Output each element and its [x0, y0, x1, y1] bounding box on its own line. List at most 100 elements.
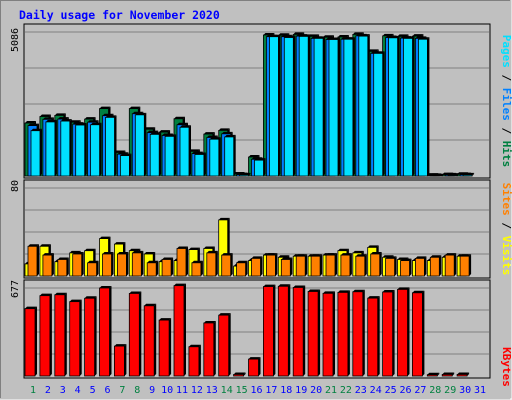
- bar-sites-day-2: [42, 253, 54, 277]
- bar-sites-day-7: [117, 252, 129, 277]
- day-label-9: 9: [149, 385, 155, 396]
- day-label-19: 19: [295, 385, 307, 396]
- bar-kbytes-day-4: [69, 299, 82, 377]
- day-label-20: 20: [310, 385, 322, 396]
- x-axis-day-labels: 1 2 3 4 5 6 7 8 9 10 11 12 13 14 15 16 17 18 19 20 21 22 23 24 2…: [30, 385, 486, 396]
- legend-files: Files: [500, 88, 512, 121]
- day-label-23: 23: [355, 385, 367, 396]
- bar-kbytes-day-10: [158, 318, 172, 377]
- day-label-17: 17: [265, 385, 277, 396]
- bar-pages-day-17: [268, 34, 281, 177]
- day-label-15: 15: [236, 385, 248, 396]
- visits-panel-max-label: 80: [10, 180, 21, 192]
- day-label-18: 18: [280, 385, 292, 396]
- kbytes-panel: 677 KBytes: [10, 279, 512, 387]
- bar-pages-day-12: [194, 152, 206, 177]
- bar-kbytes-day-13: [203, 320, 216, 377]
- day-label-1: 1: [30, 385, 36, 396]
- bar-kbytes-day-30: [456, 372, 470, 377]
- bar-sites-day-19: [295, 254, 308, 277]
- bar-kbytes-day-11: [173, 283, 186, 377]
- visits-panel-legend: Sites / Visits: [500, 183, 512, 276]
- bar-pages-day-30: [462, 172, 475, 177]
- bar-sites-day-29: [444, 253, 457, 277]
- day-label-12: 12: [191, 385, 203, 396]
- bar-kbytes-day-29: [441, 372, 455, 377]
- bar-pages-day-26: [403, 36, 415, 177]
- hits-panel-max-label: 5086: [10, 28, 21, 52]
- bar-sites-day-21: [325, 253, 337, 277]
- kbytes-panel-legend: KBytes: [500, 347, 512, 387]
- visits-panel: 80 Sites / Visits: [10, 179, 512, 279]
- bar-sites-day-24: [370, 252, 382, 277]
- bar-kbytes-day-5: [84, 296, 97, 377]
- bar-pages-day-21: [328, 37, 340, 177]
- day-label-27: 27: [414, 385, 426, 396]
- day-label-3: 3: [60, 385, 66, 396]
- bar-kbytes-day-3: [54, 292, 67, 377]
- bar-pages-day-13: [209, 137, 221, 177]
- bar-sites-day-22: [340, 253, 352, 277]
- bar-kbytes-day-23: [352, 289, 365, 377]
- bar-pages-day-4: [75, 123, 87, 177]
- bar-sites-day-15: [236, 260, 248, 277]
- bar-kbytes-day-25: [382, 290, 395, 377]
- bar-pages-day-29: [447, 173, 460, 177]
- bar-kbytes-day-18: [277, 284, 291, 377]
- day-label-26: 26: [399, 385, 411, 396]
- day-label-31: 31: [474, 385, 486, 396]
- bar-sites-day-16: [251, 256, 263, 277]
- bar-sites-day-14: [221, 253, 233, 277]
- bar-sites-day-10: [161, 257, 174, 277]
- day-label-16: 16: [250, 385, 262, 396]
- bar-pages-day-28: [432, 173, 445, 177]
- bar-pages-day-20: [313, 36, 326, 177]
- bar-kbytes-day-6: [99, 286, 112, 377]
- bar-pages-day-8: [134, 112, 147, 177]
- day-label-14: 14: [221, 385, 233, 396]
- day-label-8: 8: [134, 385, 140, 396]
- day-label-11: 11: [176, 385, 188, 396]
- bar-kbytes-day-12: [188, 344, 201, 377]
- bar-sites-day-18: [280, 257, 293, 277]
- bar-sites-day-13: [206, 250, 218, 277]
- bar-pages-day-18: [283, 35, 296, 177]
- legend-pages: Pages: [500, 35, 512, 68]
- bar-pages-day-10: [164, 134, 177, 177]
- chart-title: Daily usage for November 2020: [19, 8, 220, 22]
- bar-pages-day-25: [388, 35, 400, 177]
- day-label-24: 24: [370, 385, 382, 396]
- bar-pages-day-14: [224, 134, 236, 177]
- hits-panel-legend: Pages / Files / Hits: [500, 35, 512, 168]
- bar-sites-day-3: [57, 257, 69, 277]
- bar-sites-day-8: [131, 250, 144, 277]
- bar-sites-day-26: [400, 258, 412, 277]
- day-label-2: 2: [45, 385, 51, 396]
- bar-kbytes-day-9: [143, 303, 157, 377]
- bar-kbytes-day-22: [337, 290, 350, 377]
- day-label-28: 28: [429, 385, 441, 396]
- bar-sites-day-5: [87, 260, 99, 277]
- day-label-22: 22: [340, 385, 352, 396]
- bar-pages-day-23: [358, 34, 370, 177]
- bar-pages-day-22: [343, 37, 355, 177]
- bar-sites-day-28: [429, 255, 442, 277]
- bar-kbytes-day-28: [426, 372, 440, 377]
- bar-sites-day-30: [459, 254, 472, 277]
- bar-sites-day-11: [176, 246, 188, 277]
- legend-visits: Visits: [500, 236, 512, 276]
- bar-sites-day-9: [146, 260, 159, 277]
- bar-pages-day-3: [60, 119, 72, 177]
- legend-kbytes: KBytes: [500, 347, 512, 387]
- bar-pages-day-2: [45, 119, 57, 177]
- day-label-5: 5: [90, 385, 96, 396]
- bar-kbytes-day-2: [39, 293, 52, 377]
- bar-sites-day-27: [414, 256, 427, 277]
- day-label-4: 4: [75, 385, 81, 396]
- bar-pages-day-15: [239, 172, 251, 177]
- bar-kbytes-day-15: [233, 372, 246, 377]
- bar-pages-day-1: [30, 128, 42, 177]
- bar-sites-day-17: [265, 253, 278, 277]
- bar-kbytes-day-16: [248, 357, 261, 377]
- bar-pages-day-11: [179, 125, 191, 177]
